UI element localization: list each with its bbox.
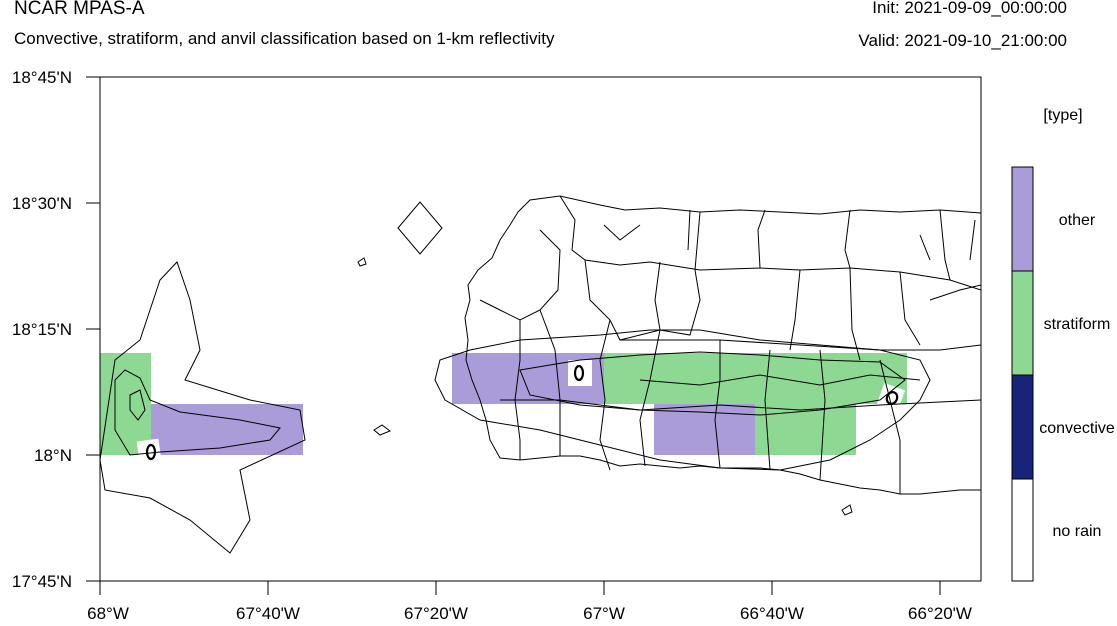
other-region-south — [654, 404, 755, 455]
legend-swatch-other — [1011, 166, 1034, 272]
outer-contour-west — [100, 261, 306, 554]
classification-field — [100, 353, 907, 464]
no-rain-gap-2 — [568, 360, 592, 386]
y-tick-label: 18°30'N — [12, 194, 72, 213]
y-tick-labels: 18°45'N 18°30'N 18°15'N 18°N 17°45'N — [12, 68, 72, 591]
reflectivity-maxima — [145, 364, 899, 461]
x-tick-label: 66°40'W — [740, 604, 804, 623]
small-island-4 — [841, 504, 853, 516]
legend-title: [type] — [1043, 107, 1082, 124]
plot-title: NCAR MPAS-A — [14, 0, 145, 19]
x-tick-label: 67°W — [583, 604, 625, 623]
island-coast — [464, 195, 981, 495]
y-tick-label: 17°45'N — [12, 572, 72, 591]
municipal-borders — [479, 195, 981, 494]
x-axis — [99, 581, 941, 595]
no-rain-gap-1 — [136, 438, 162, 464]
stratiform-region-east — [755, 404, 856, 455]
inner-contour-east — [519, 351, 906, 416]
map-panel — [100, 195, 981, 554]
x-tick-labels: 68°W 67°40'W 67°20'W 67°W 66°40'W 66°20'… — [87, 604, 972, 623]
small-island-1 — [397, 201, 443, 255]
y-tick-label: 18°N — [34, 446, 72, 465]
init-time-label: Init: 2021-09-09_00:00:00 — [872, 0, 1067, 17]
valid-time-label: Valid: 2021-09-10_21:00:00 — [858, 31, 1067, 50]
max-contour-east — [885, 391, 899, 405]
legend-label-other: other — [1059, 212, 1096, 229]
x-tick-label: 67°20'W — [404, 604, 468, 623]
legend-swatch-stratiform — [1011, 270, 1034, 376]
legend-label-stratiform: stratiform — [1044, 316, 1111, 333]
small-island-3 — [373, 424, 392, 436]
max-contour-central — [573, 364, 585, 382]
outer-contour-east — [434, 329, 931, 471]
plot-subtitle: Convective, stratiform, and anvil classi… — [14, 29, 555, 48]
inner-contour-west — [114, 369, 281, 456]
y-tick-label: 18°45'N — [12, 68, 72, 87]
legend-swatch-no-rain — [1011, 478, 1034, 582]
x-tick-label: 66°20'W — [908, 604, 972, 623]
y-tick-label: 18°15'N — [12, 320, 72, 339]
legend: [type] other stratiform convective no ra… — [1011, 107, 1115, 582]
legend-label-convective: convective — [1039, 420, 1115, 437]
max-contour-west — [145, 443, 157, 461]
stratiform-region-central — [604, 353, 907, 404]
legend-swatch-convective — [1011, 374, 1034, 480]
y-axis — [86, 76, 100, 582]
small-island-2 — [357, 257, 367, 267]
contour-loop-west — [129, 389, 146, 421]
x-tick-label: 67°40'W — [236, 604, 300, 623]
x-tick-label: 68°W — [87, 604, 129, 623]
coastline-and-borders — [100, 195, 981, 554]
legend-label-no-rain: no rain — [1053, 523, 1102, 540]
